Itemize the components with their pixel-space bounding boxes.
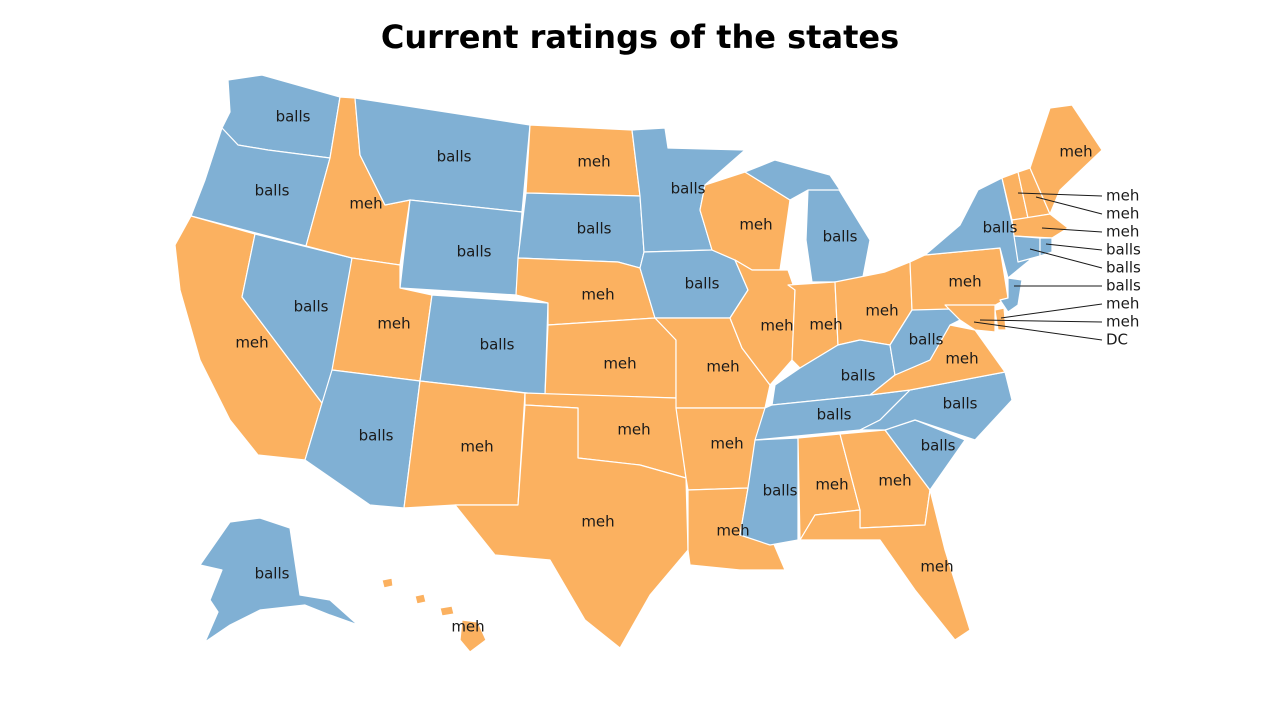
label-SD: balls bbox=[577, 220, 612, 238]
label-KS: meh bbox=[603, 355, 636, 373]
state-CT[interactable] bbox=[1013, 235, 1041, 263]
callout-MA: meh bbox=[1106, 223, 1139, 241]
map-title: Current ratings of the states bbox=[380, 18, 900, 56]
label-NM: meh bbox=[460, 438, 493, 456]
label-OK: meh bbox=[617, 421, 650, 439]
label-LA: meh bbox=[716, 522, 749, 540]
label-ME: meh bbox=[1059, 143, 1092, 161]
leader-DE bbox=[1000, 303, 1103, 319]
label-IL: meh bbox=[760, 317, 793, 335]
state-DE[interactable] bbox=[994, 307, 1007, 331]
label-WY: balls bbox=[457, 243, 492, 261]
state-TX[interactable] bbox=[454, 404, 689, 649]
state-HI-islands[interactable] bbox=[381, 577, 455, 617]
callout-RI: balls bbox=[1106, 241, 1141, 259]
callout-VT: meh bbox=[1106, 187, 1139, 205]
leader-CT bbox=[1029, 248, 1103, 269]
callout-DE: meh bbox=[1106, 295, 1139, 313]
label-VA: meh bbox=[945, 350, 978, 368]
state-MI-UP[interactable] bbox=[744, 159, 841, 201]
label-AK: balls bbox=[255, 565, 290, 583]
state-labels: balls balls meh balls meh balls balls me… bbox=[235, 108, 1092, 636]
label-MT: balls bbox=[437, 148, 472, 166]
state-MD[interactable] bbox=[944, 304, 996, 333]
leader-DC bbox=[973, 321, 1103, 341]
callout-NJ: balls bbox=[1106, 277, 1141, 295]
label-PA: meh bbox=[948, 273, 981, 291]
label-MS: balls bbox=[763, 482, 798, 500]
leader-VT bbox=[1017, 192, 1103, 197]
label-MO: meh bbox=[706, 358, 739, 376]
label-HI: meh bbox=[451, 618, 484, 636]
label-NE: meh bbox=[581, 286, 614, 304]
label-CA: meh bbox=[235, 334, 268, 352]
label-IN: meh bbox=[809, 316, 842, 334]
state-FL[interactable] bbox=[799, 489, 971, 641]
label-OR: balls bbox=[255, 182, 290, 200]
label-IA: balls bbox=[685, 275, 720, 293]
label-WI: meh bbox=[739, 216, 772, 234]
leader-RI bbox=[1045, 243, 1103, 251]
callout-CT: balls bbox=[1106, 259, 1141, 277]
label-ND: meh bbox=[577, 153, 610, 171]
label-CO: balls bbox=[480, 336, 515, 354]
callout-DC: DC bbox=[1106, 331, 1128, 349]
label-ID: meh bbox=[349, 195, 382, 213]
leader-MD bbox=[979, 319, 1103, 323]
label-NV: balls bbox=[294, 298, 329, 316]
label-TN: balls bbox=[817, 406, 852, 424]
label-AR: meh bbox=[710, 435, 743, 453]
label-FL: meh bbox=[920, 558, 953, 576]
callout-MD: meh bbox=[1106, 313, 1139, 331]
label-AZ: balls bbox=[359, 427, 394, 445]
state-AK[interactable] bbox=[199, 517, 359, 643]
label-WA: balls bbox=[276, 108, 311, 126]
leader-NH bbox=[1035, 196, 1103, 215]
label-GA: meh bbox=[878, 472, 911, 490]
state-HI[interactable] bbox=[459, 619, 487, 653]
callout-labels: meh meh meh balls balls balls meh meh DC bbox=[1106, 187, 1141, 349]
label-AL: meh bbox=[815, 476, 848, 494]
label-NY: balls bbox=[983, 219, 1018, 237]
label-UT: meh bbox=[377, 315, 410, 333]
state-RI[interactable] bbox=[1039, 237, 1053, 257]
state-IL[interactable] bbox=[729, 259, 796, 386]
label-OH: meh bbox=[865, 302, 898, 320]
callout-NH: meh bbox=[1106, 205, 1139, 223]
state-MA[interactable] bbox=[1011, 213, 1069, 239]
leader-MA bbox=[1041, 227, 1103, 233]
label-MN: balls bbox=[671, 180, 706, 198]
label-MI: balls bbox=[823, 228, 858, 246]
state-shapes bbox=[174, 74, 1103, 653]
callout-leaders bbox=[973, 192, 1103, 341]
label-KY: balls bbox=[841, 367, 876, 385]
label-SC: balls bbox=[921, 437, 956, 455]
label-NC: balls bbox=[943, 395, 978, 413]
label-WV: balls bbox=[909, 331, 944, 349]
label-TX: meh bbox=[581, 513, 614, 531]
